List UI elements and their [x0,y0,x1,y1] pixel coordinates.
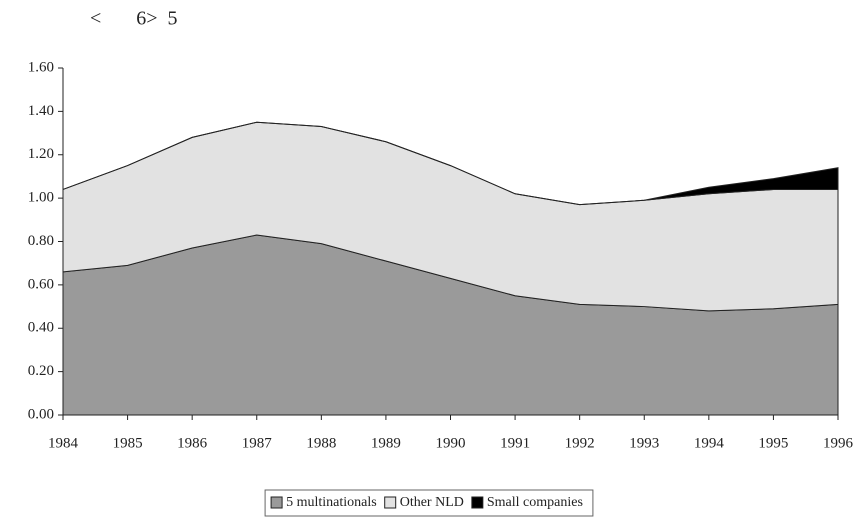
x-tick-label: 1990 [436,435,466,451]
x-tick-label: 1984 [48,435,79,451]
x-tick-label: 1991 [500,435,530,451]
x-tick-label: 1994 [694,435,725,451]
area [62,121,839,206]
y-tick-label: 0.20 [28,363,54,379]
legend-box [264,489,594,517]
x-tick-label: 1996 [823,435,854,451]
x-tick-label: 1987 [242,435,273,451]
y-tick-label: 0.40 [28,320,54,336]
x-tick-label: 1993 [629,435,659,451]
legend-swatch [471,496,484,509]
legend-swatch [384,496,397,509]
x-tick-label: 1989 [371,435,401,451]
legend-label: Other NLD [400,495,464,510]
x-tick-label: 1985 [113,435,143,451]
y-tick-label: 1.20 [28,146,54,162]
legend-label: Small companies [487,495,583,510]
legend: 5 multinationals Other NLD Small companies [264,489,594,517]
y-tick-label: 0.60 [28,276,54,292]
y-tick-label: 0.80 [28,233,54,249]
x-tick-label: 1988 [306,435,336,451]
x-tick-label: 1995 [758,435,788,451]
y-tick-label: 1.00 [28,190,54,206]
y-tick-label: 1.60 [28,59,54,75]
x-tick-label: 1986 [177,435,208,451]
y-tick-label: 0.00 [28,406,54,422]
chart-title: < 6> 5 [90,8,178,30]
y-tick-label: 1.40 [28,103,54,119]
legend-swatch [270,496,283,509]
x-tick-label: 1992 [565,435,595,451]
legend-label: 5 multinationals [286,495,377,510]
